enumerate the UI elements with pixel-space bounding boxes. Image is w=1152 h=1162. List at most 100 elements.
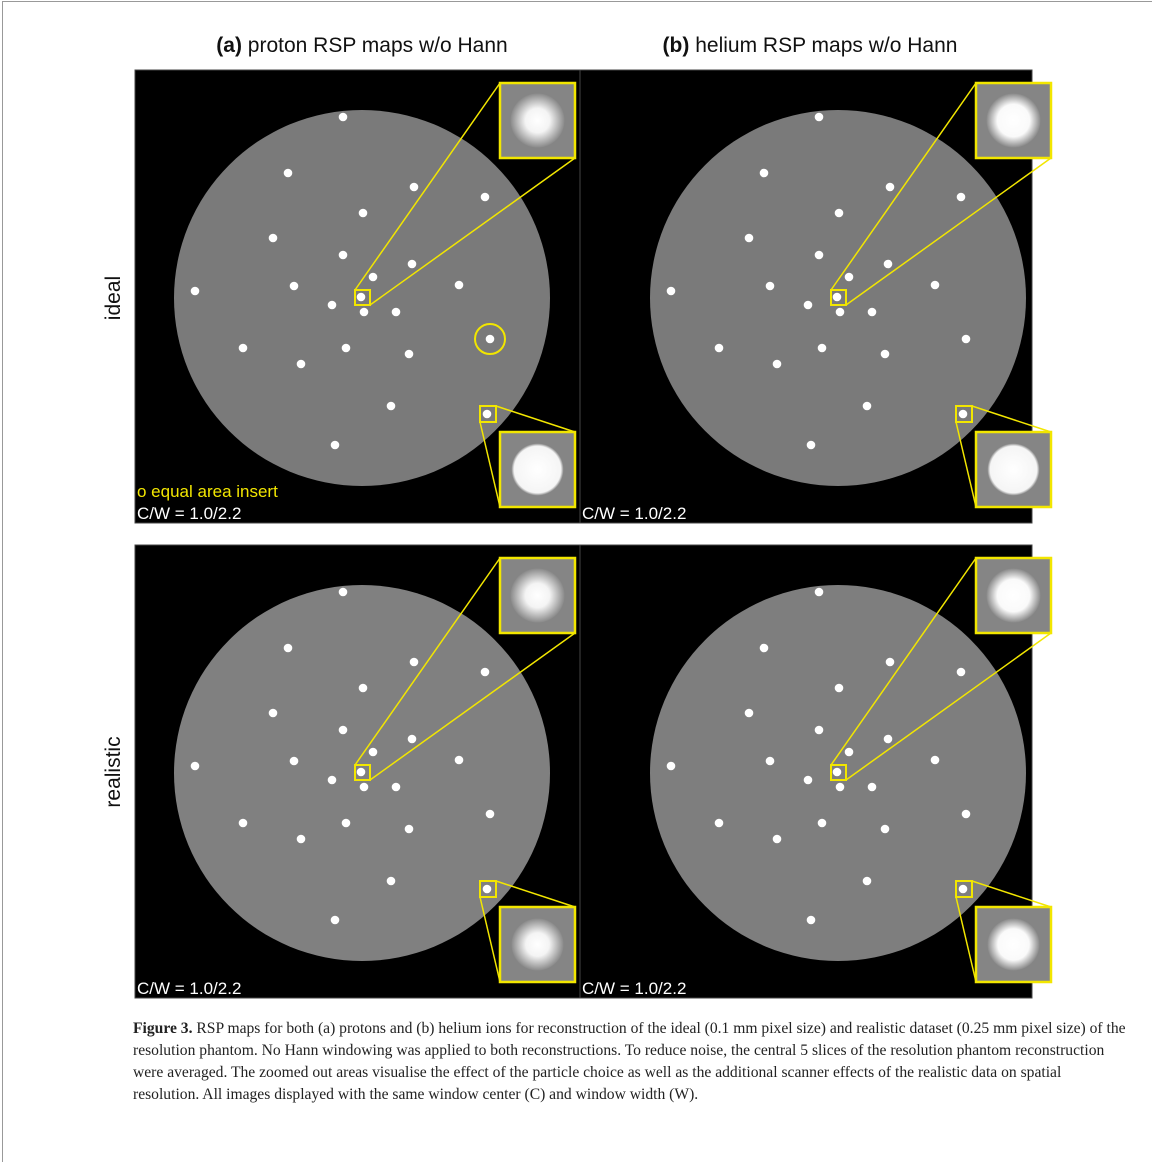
caption-label: Figure 3.: [133, 1020, 192, 1037]
insert-dot: [328, 776, 337, 785]
insert-dot: [836, 308, 845, 317]
insert-dot: [835, 684, 844, 693]
insert-dot: [836, 783, 845, 792]
insert-dot: [339, 113, 348, 122]
window-label: C/W = 1.0/2.2: [137, 979, 241, 998]
insert-dot: [392, 783, 401, 792]
insert-dot: [957, 193, 966, 202]
insert-dot: [408, 260, 417, 269]
insert-dot: [481, 193, 490, 202]
insert-dot: [815, 113, 824, 122]
insert-dot: [715, 819, 724, 828]
insert-dot: [392, 308, 401, 317]
insert-dot: [239, 344, 248, 353]
insert-dot: [342, 344, 351, 353]
insert-dot: [833, 293, 842, 302]
window-label: C/W = 1.0/2.2: [137, 504, 241, 523]
insert-dot: [290, 757, 299, 766]
zoom-dot: [987, 94, 1041, 148]
insert-dot: [818, 344, 827, 353]
insert-dot: [835, 209, 844, 218]
row-label: ideal: [102, 276, 125, 320]
insert-dot: [486, 335, 495, 344]
insert-dot: [959, 410, 968, 419]
figure: (a) proton RSP maps w/o Hann (b) helium …: [0, 0, 1152, 1010]
insert-dot: [931, 281, 940, 290]
insert-dot: [455, 756, 464, 765]
insert-dot: [269, 709, 278, 718]
insert-dot: [269, 234, 278, 243]
insert-dot: [845, 273, 854, 282]
insert-dot: [239, 819, 248, 828]
insert-dot: [962, 810, 971, 819]
insert-dot: [387, 877, 396, 886]
equal-area-note: o equal area insert: [137, 482, 278, 501]
insert-dot: [807, 441, 816, 450]
column-text: proton RSP maps w/o Hann: [248, 34, 508, 57]
insert-dot: [357, 768, 366, 777]
zoom-dot: [988, 919, 1040, 971]
insert-dot: [410, 658, 419, 667]
insert-dot: [667, 762, 676, 771]
insert-dot: [387, 402, 396, 411]
caption: Figure 3. RSP maps for both (a) protons …: [133, 1018, 1128, 1106]
insert-dot: [339, 588, 348, 597]
insert-dot: [410, 183, 419, 192]
insert-dot: [369, 273, 378, 282]
insert-dot: [297, 360, 306, 369]
insert-dot: [815, 726, 824, 735]
column-text: helium RSP maps w/o Hann: [695, 34, 957, 57]
insert-dot: [483, 885, 492, 894]
insert-dot: [405, 825, 414, 834]
insert-dot: [766, 757, 775, 766]
insert-dot: [745, 709, 754, 718]
insert-dot: [833, 768, 842, 777]
insert-dot: [881, 825, 890, 834]
insert-dot: [297, 835, 306, 844]
insert-dot: [486, 810, 495, 819]
insert-dot: [191, 762, 200, 771]
insert-dot: [715, 344, 724, 353]
insert-dot: [760, 169, 769, 178]
insert-dot: [290, 282, 299, 291]
insert-dot: [481, 668, 490, 677]
insert-dot: [360, 308, 369, 317]
insert-dot: [807, 916, 816, 925]
insert-dot: [959, 885, 968, 894]
zoom-dot: [511, 94, 565, 148]
insert-dot: [773, 360, 782, 369]
insert-dot: [766, 282, 775, 291]
insert-dot: [339, 726, 348, 735]
insert-dot: [815, 251, 824, 260]
insert-dot: [284, 169, 293, 178]
insert-dot: [884, 735, 893, 744]
insert-dot: [357, 293, 366, 302]
insert-dot: [455, 281, 464, 290]
insert-dot: [331, 441, 340, 450]
window-label: C/W = 1.0/2.2: [582, 979, 686, 998]
insert-dot: [931, 756, 940, 765]
insert-dot: [881, 350, 890, 359]
insert-dot: [760, 644, 769, 653]
insert-dot: [804, 776, 813, 785]
row-label: realistic: [102, 736, 125, 807]
insert-dot: [863, 877, 872, 886]
insert-dot: [745, 234, 754, 243]
insert-dot: [886, 183, 895, 192]
page: {"figure": { "columns": [ {"label": "(a)…: [0, 0, 1152, 1162]
zoom-dot: [512, 444, 564, 496]
insert-dot: [369, 748, 378, 757]
insert-dot: [815, 588, 824, 597]
column-label: (b): [663, 34, 690, 57]
zoom-dot: [511, 569, 565, 623]
insert-dot: [868, 783, 877, 792]
insert-dot: [773, 835, 782, 844]
insert-dot: [408, 735, 417, 744]
insert-dot: [962, 335, 971, 344]
insert-dot: [804, 301, 813, 310]
insert-dot: [886, 658, 895, 667]
window-label: C/W = 1.0/2.2: [582, 504, 686, 523]
insert-dot: [868, 308, 877, 317]
insert-dot: [359, 209, 368, 218]
insert-dot: [667, 287, 676, 296]
